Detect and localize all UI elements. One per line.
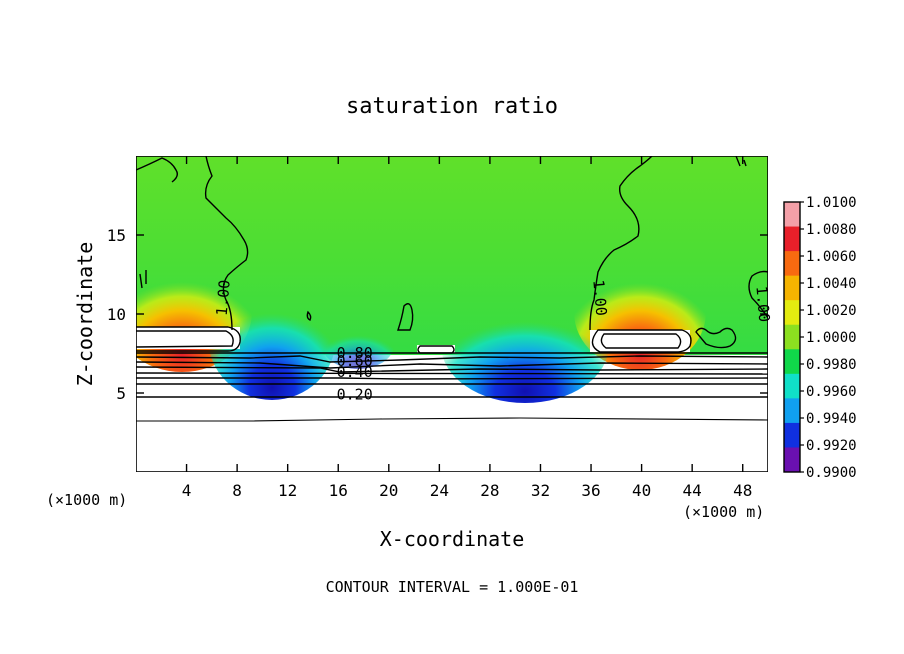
- colorbar-swatch: [784, 251, 800, 277]
- colorbar-tick-label: 1.0040: [806, 276, 857, 292]
- colorbar-tick-label: 1.0000: [806, 330, 857, 346]
- x-tick-label: 12: [278, 481, 297, 500]
- x-tick-label: 28: [480, 481, 499, 500]
- contour-interval-note: CONTOUR INTERVAL = 1.000E-01: [326, 578, 579, 596]
- colorbar-tick-label: 1.0100: [806, 195, 857, 211]
- y-axis-ticks: 5 10 15: [107, 226, 768, 403]
- colorbar-swatch: [784, 447, 800, 473]
- contour-label: 0.80: [337, 344, 373, 362]
- x-tick-label: 24: [430, 481, 449, 500]
- colorbar-swatch: [784, 275, 800, 301]
- contour-lines: [136, 156, 768, 422]
- colorbar-tick-label: 0.9900: [806, 465, 857, 481]
- subsaturation-plume-center: [441, 287, 609, 403]
- colorbar-tick-label: 0.9980: [806, 357, 857, 373]
- contour-label: 1.00: [752, 285, 773, 323]
- contour-label: 1.00: [589, 279, 610, 317]
- y-tick-label: 15: [107, 226, 126, 245]
- contour-label: 1.00: [213, 279, 234, 317]
- x-tick-label: 16: [329, 481, 348, 500]
- x-tick-label: 48: [733, 481, 752, 500]
- colorbar-tick-label: 0.9940: [806, 411, 857, 427]
- x-tick-label: 20: [379, 481, 398, 500]
- colorbar-swatch: [784, 349, 800, 375]
- colorbar-swatch: [784, 324, 800, 350]
- x-tick-label: 32: [531, 481, 550, 500]
- colorbar-tick-label: 1.0020: [806, 303, 857, 319]
- plot-field: [136, 156, 768, 472]
- subsaturation-plume-left: [208, 276, 336, 400]
- colorbar-tick-label: 1.0060: [806, 249, 857, 265]
- x-tick-label: 4: [182, 481, 192, 500]
- contour-label: 0.60: [337, 352, 373, 370]
- x-tick-label: 8: [232, 481, 242, 500]
- x-tick-label: 44: [683, 481, 702, 500]
- colorbar-tick-label: 0.9960: [806, 384, 857, 400]
- colorbar-tick-label: 1.0080: [806, 222, 857, 238]
- chart-title: saturation ratio: [346, 94, 558, 119]
- x-tick-label: 40: [632, 481, 651, 500]
- colorbar-swatch: [784, 373, 800, 399]
- colorbar-swatch: [784, 398, 800, 424]
- y-tick-label: 10: [107, 305, 126, 324]
- y-axis-label: Z-coordinate: [73, 242, 97, 387]
- z-unit-label: (×1000 m): [46, 491, 127, 509]
- colorbar-tick-label: 0.9920: [806, 438, 857, 454]
- contour-label: 0.40: [337, 363, 373, 381]
- colorbar: 1.0100 1.0080 1.0060 1.0040 1.0020 1.0000 0.99…: [783, 195, 857, 481]
- colorbar-swatch: [784, 300, 800, 326]
- contour-label: 0.20: [337, 385, 373, 403]
- colorbar-swatch: [784, 422, 800, 448]
- x-axis-ticks: 4 8 12 16 20 24 28 32 36 40 44 48: [182, 156, 752, 500]
- x-tick-label: 36: [581, 481, 600, 500]
- colorbar-swatch: [784, 202, 800, 228]
- colorbar-swatch: [784, 226, 800, 252]
- contour-labels: 1.00 1.00 1.00 0.800.600.40 0.20: [213, 279, 774, 403]
- y-tick-label: 5: [116, 384, 126, 403]
- x-unit-label: (×1000 m): [683, 503, 764, 521]
- x-axis-label: X-coordinate: [380, 527, 525, 551]
